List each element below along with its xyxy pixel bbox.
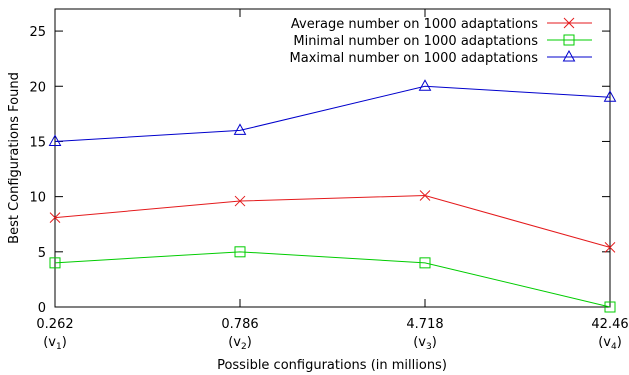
data-point (233, 123, 247, 135)
data-point (604, 242, 616, 253)
legend-marker (563, 34, 575, 46)
data-point (49, 257, 61, 269)
x-sublabel-close: ) (432, 335, 437, 350)
x-tick-label: 42.46 (591, 317, 628, 332)
data-point (419, 190, 431, 201)
x-tick-sublabel: (v2) (228, 335, 252, 352)
x-sublabel-close: ) (617, 335, 622, 350)
series-layer (48, 79, 617, 313)
legend-label: Minimal number on 1000 adaptations (293, 34, 538, 49)
x-axis-label: Possible configurations (in millions) (217, 358, 447, 373)
data-point (418, 79, 432, 91)
legend: Average number on 1000 adaptations Minima… (290, 17, 592, 66)
data-point (603, 90, 617, 102)
marker-stroke (563, 17, 575, 29)
data-point (234, 246, 246, 258)
x-sublabel-base: (v (413, 335, 426, 350)
x-sublabel-close: ) (62, 335, 67, 350)
x-sublabel-index: 2 (241, 342, 247, 352)
y-tick-label: 15 (29, 135, 46, 150)
x-tick-label: 0.262 (36, 317, 73, 332)
y-tick-label: 25 (29, 25, 46, 40)
data-point (604, 301, 616, 313)
y-tick-label: 5 (38, 246, 46, 261)
x-sublabel-index: 1 (56, 342, 62, 352)
x-axis: 0.262(v1)0.786(v2)4.718(v3)42.46(v4) (36, 9, 629, 352)
y-tick-label: 20 (29, 80, 46, 95)
x-tick-sublabel: (v1) (43, 335, 67, 352)
data-point (419, 257, 431, 269)
series-square (49, 246, 616, 313)
x-tick-label: 0.786 (221, 317, 258, 332)
x-sublabel-close: ) (247, 335, 252, 350)
legend-label: Average number on 1000 adaptations (291, 17, 538, 32)
legend-entry: Maximal number on 1000 adaptations (290, 49, 592, 66)
plot-frame (54, 8, 611, 308)
x-sublabel-index: 4 (611, 342, 617, 352)
x-sublabel-index: 3 (426, 342, 432, 352)
marker-stroke (419, 190, 431, 201)
y-axis: 0 5 10 15 20 25 (29, 25, 610, 316)
data-point (49, 212, 61, 223)
series-x (49, 190, 616, 253)
marker-stroke (604, 242, 616, 253)
x-tick-label: 4.718 (406, 317, 443, 332)
legend-label: Maximal number on 1000 adaptations (290, 51, 539, 66)
series-line (54, 195, 611, 248)
y-tick-label: 10 (29, 191, 46, 206)
data-point (234, 195, 246, 207)
data-point (48, 134, 62, 146)
x-sublabel-base: (v (228, 335, 241, 350)
legend-marker (563, 17, 575, 29)
x-sublabel-base: (v (598, 335, 611, 350)
marker-stroke (49, 212, 61, 223)
y-axis-label: Best Configurations Found (7, 72, 22, 244)
x-tick-sublabel: (v3) (413, 335, 437, 352)
legend-entry: Minimal number on 1000 adaptations (293, 34, 592, 49)
x-sublabel-base: (v (43, 335, 56, 350)
series-line (54, 251, 611, 308)
marker-stroke (234, 195, 246, 207)
y-tick-label: 0 (38, 301, 46, 316)
series-triangle (48, 79, 617, 146)
legend-entry: Average number on 1000 adaptations (291, 17, 592, 32)
x-tick-sublabel: (v4) (598, 335, 622, 352)
legend-marker (562, 49, 576, 62)
series-line (54, 85, 611, 142)
